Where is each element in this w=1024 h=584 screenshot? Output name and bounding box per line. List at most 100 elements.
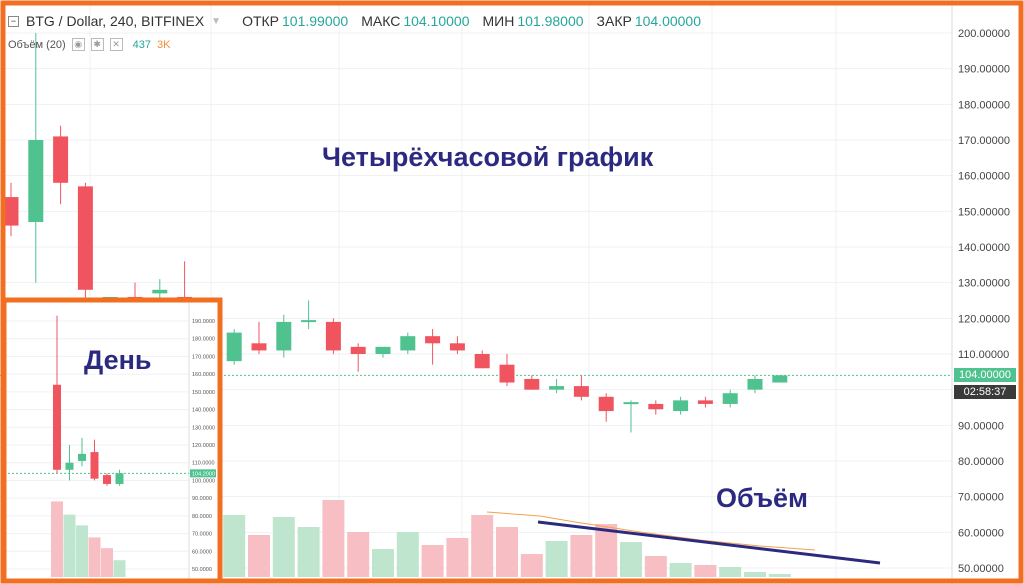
main-y-tick-label: 160.00000 [958,171,1010,183]
candle [325,318,341,354]
candle [747,375,763,394]
volume-bar [620,542,642,577]
main-y-tick-label: 50.00000 [958,563,1004,575]
daily-y-tick-label: 60.0000 [192,549,212,555]
candle-body [152,289,168,294]
volume-bar [570,535,593,577]
volume-bar [421,545,444,577]
daily-y-tick-label: 170.0000 [192,354,215,360]
candle [77,182,93,319]
daily-y-tick-label: 160.0000 [192,372,215,378]
daily-candle [115,469,124,486]
daily-candle [103,473,111,486]
daily-last-price-tag: 104.2000 [192,471,215,477]
candle-body [226,332,242,362]
close-value: 104.00000 [634,13,702,29]
candle [350,343,366,372]
candle-body [673,400,689,412]
main-y-tick-label: 200.00000 [958,28,1010,40]
daily-y-tick-label: 70.0000 [192,532,212,538]
volume-bar [322,500,345,577]
collapse-icon[interactable]: − [8,15,19,27]
volume-bar [595,524,618,577]
candle [425,329,441,365]
gear-icon[interactable]: ✱ [90,38,104,51]
volume-indicator-label[interactable]: Объём (20) [8,38,66,51]
main-y-tick-label: 110.00000 [958,349,1009,361]
daily-y-tick-label: 140.0000 [192,408,215,414]
close-icon[interactable]: ✕ [109,38,123,51]
four-hour-chart-annotation: Четырёхчасовой график [322,142,654,172]
volume-bar [496,527,518,577]
candle [28,33,44,283]
daily-last-price-tag-bg [190,469,216,478]
daily-volume-bar [101,548,113,577]
open-label: ОТКР [242,13,280,29]
candle-body [499,364,515,383]
candle-body [3,197,19,226]
candle-body [524,378,540,390]
volume-bar [471,515,494,577]
candle [697,396,713,408]
daily-candle [78,437,86,467]
candle-body [772,375,788,383]
daily-volume-bar [51,501,63,577]
daily-y-tick-label: 150.0000 [192,390,215,396]
candle [474,350,490,369]
daily-candle-body [65,462,74,470]
candle-body [77,186,93,290]
open-value: 101.99000 [282,13,349,29]
daily-y-tick-label: 90.0000 [192,496,212,502]
main-y-tick-label: 170.00000 [958,135,1010,147]
candle-body [722,393,738,404]
volume-bar [396,532,419,577]
daily-candle [90,439,99,481]
volume-bar [694,565,717,577]
candle [673,396,689,415]
candle-body [350,346,366,354]
daily-volume-bar [88,537,101,577]
main-y-tick-label: 60.00000 [958,527,1004,539]
candle-body [474,354,490,369]
candle-body [623,402,639,405]
daily-y-tick-label: 110.0000 [192,461,215,467]
candle-body [697,400,713,404]
candle-body [573,386,589,397]
symbol-title[interactable]: BTG / Dollar, 240, BITFINEX [26,13,205,29]
main-y-tick-label: 90.00000 [958,420,1004,432]
main-y-tick-label: 180.00000 [958,99,1010,111]
volume-bar [446,538,469,577]
volume-annotation: Объём [716,483,808,513]
symbol-header: − BTG / Dollar, 240, BITFINEX ▼ ОТКР 101… [8,13,701,29]
candle-body [598,396,614,412]
candle-body [301,320,317,323]
volume-bar [272,517,295,577]
candle [400,332,416,354]
main-y-tick-label: 70.00000 [958,492,1004,504]
daily-candle-body [53,384,61,470]
volume-bar [545,541,568,577]
high-value: 104.10000 [403,13,470,29]
main-y-tick-label: 150.00000 [958,206,1010,218]
candle-body [400,336,416,351]
daily-chart-background [4,301,220,581]
chevron-down-icon[interactable]: ▼ [211,15,222,27]
candle [226,329,242,365]
candle-body [375,346,391,354]
volume-bar [644,556,667,577]
eye-icon[interactable]: ◉ [71,38,85,51]
candle [276,314,292,358]
daily-y-tick-label: 180.0000 [192,337,215,343]
candle [449,336,465,354]
daily-candle-body [90,452,99,479]
low-label: МИН [482,13,515,29]
daily-candle-body [115,473,124,484]
daily-chart-inset: 190.0000 180.0000 170.0000 160.0000 150.0000… [4,301,220,581]
candle [375,346,391,358]
daily-y-tick-label: 130.0000 [192,425,215,431]
candle [499,354,515,387]
daily-candle [53,315,61,474]
